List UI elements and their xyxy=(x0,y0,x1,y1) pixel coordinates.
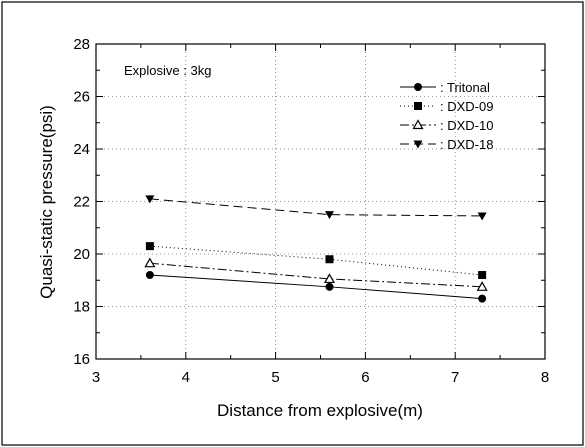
data-point-triangle-up xyxy=(476,281,488,291)
x-tick-label: 4 xyxy=(182,369,190,386)
data-point-triangle-up xyxy=(323,273,336,284)
data-point-triangle-down xyxy=(477,212,487,221)
y-tick-label: 26 xyxy=(73,89,90,106)
x-tick-label: 3 xyxy=(92,369,100,386)
legend-marker xyxy=(413,140,423,149)
x-axis-label: Distance from explosive(m) xyxy=(217,401,423,420)
y-tick-label: 18 xyxy=(73,299,90,316)
legend: : Tritonal : DXD-09 : DXD-10 : DXD-18 xyxy=(400,80,493,152)
x-tick-label: 6 xyxy=(361,369,369,386)
series-1 xyxy=(145,271,487,303)
y-axis-label: Quasi-static pressure(psi) xyxy=(37,105,56,299)
y-tick-label: 28 xyxy=(73,36,90,53)
data-point-triangle-down xyxy=(145,195,155,204)
legend-entry: : Tritonal xyxy=(400,80,490,95)
data-point-triangle-down xyxy=(324,211,334,220)
legend-entry: : DXD-09 xyxy=(400,99,493,114)
data-point-circle xyxy=(325,282,334,291)
series-3 xyxy=(144,257,488,291)
data-point-square xyxy=(478,271,487,279)
x-tick-label: 8 xyxy=(541,369,549,386)
legend-label: : DXD-09 xyxy=(440,99,493,114)
data-point-square xyxy=(325,255,334,264)
data-point-circle xyxy=(145,271,154,279)
y-tick-label: 22 xyxy=(73,194,90,211)
y-tick-label: 24 xyxy=(73,141,90,158)
data-point-circle xyxy=(478,294,487,303)
legend-marker xyxy=(414,83,422,91)
legend-entry: : DXD-10 xyxy=(400,118,493,133)
legend-label: : DXD-10 xyxy=(440,118,493,133)
legend-marker xyxy=(412,119,424,130)
y-tick-label: 16 xyxy=(73,351,90,368)
x-tick-label: 7 xyxy=(451,369,459,386)
series-layer xyxy=(144,195,488,303)
legend-marker xyxy=(414,102,422,110)
data-point-triangle-up xyxy=(144,257,156,268)
grid xyxy=(96,44,545,359)
chart-annotation: Explosive : 3kg xyxy=(124,63,211,78)
legend-label: : Tritonal xyxy=(440,80,490,95)
x-tick-label: 5 xyxy=(271,369,279,386)
axis-ticks xyxy=(95,43,546,360)
series-4 xyxy=(145,195,487,221)
legend-entry: : DXD-18 xyxy=(400,137,493,152)
y-tick-labels: 16 18 20 22 24 26 28 xyxy=(73,36,90,368)
x-tick-labels: 3 4 5 6 7 8 xyxy=(92,369,549,386)
data-point-square xyxy=(145,242,154,251)
legend-label: : DXD-18 xyxy=(440,137,493,152)
y-tick-label: 20 xyxy=(73,246,90,263)
series-2 xyxy=(145,242,487,279)
series-line xyxy=(149,198,483,217)
